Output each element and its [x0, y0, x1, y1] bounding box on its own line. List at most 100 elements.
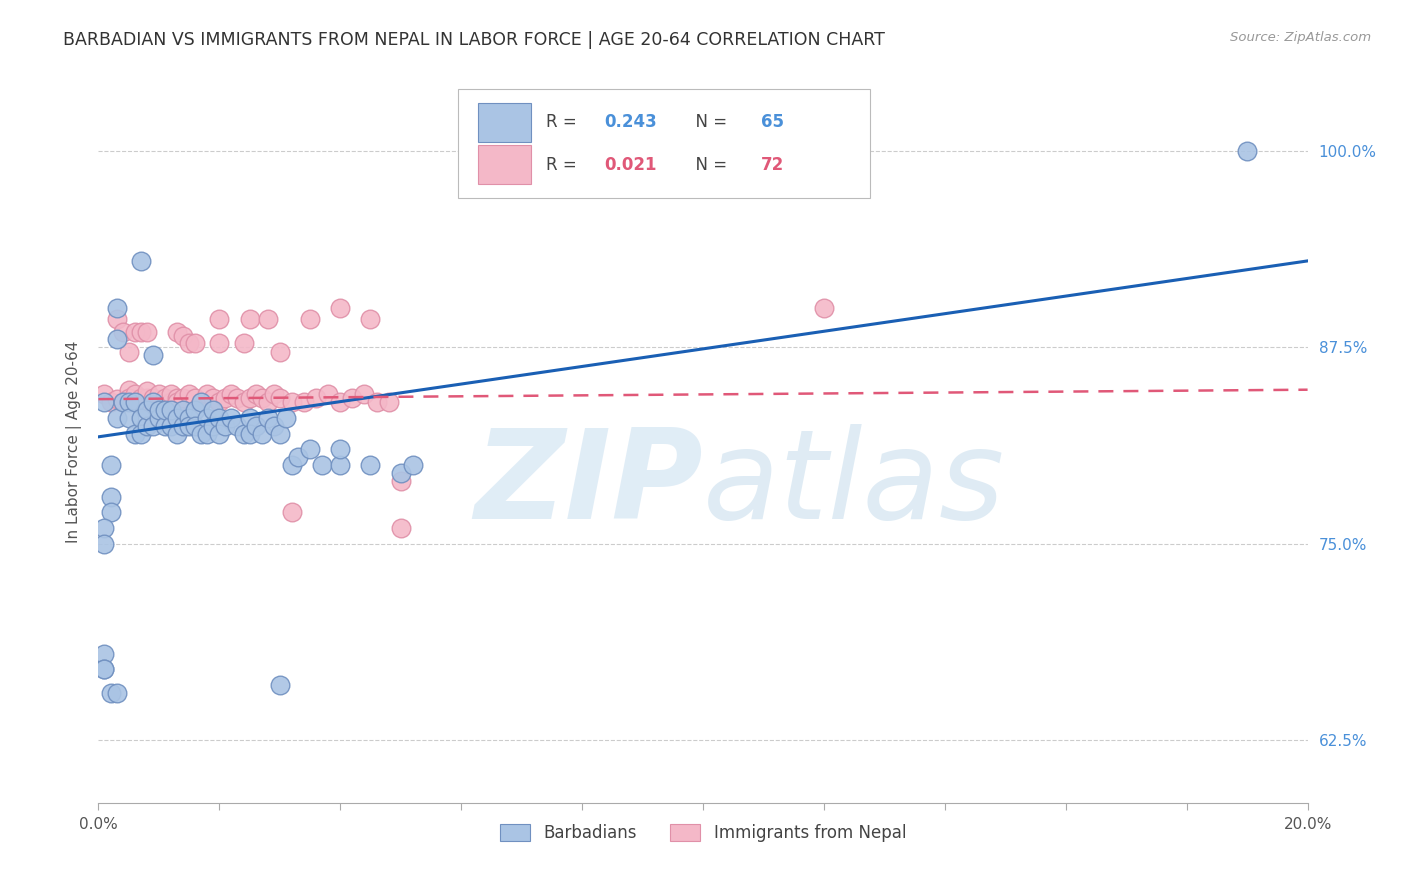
- Point: [269, 345, 291, 359]
- Point: [184, 335, 207, 350]
- Point: [93, 395, 115, 409]
- Point: [184, 418, 207, 433]
- Text: R =: R =: [546, 113, 582, 131]
- Point: [111, 395, 134, 409]
- Point: [148, 403, 170, 417]
- Point: [142, 418, 165, 433]
- Point: [239, 426, 262, 441]
- Point: [292, 395, 315, 409]
- Text: Source: ZipAtlas.com: Source: ZipAtlas.com: [1230, 31, 1371, 45]
- Point: [208, 426, 231, 441]
- Point: [214, 391, 236, 405]
- Point: [129, 426, 152, 441]
- Point: [124, 395, 146, 409]
- Point: [100, 395, 122, 409]
- Point: [124, 325, 146, 339]
- Point: [160, 418, 183, 433]
- Point: [329, 301, 352, 315]
- Text: 0.243: 0.243: [603, 113, 657, 131]
- Point: [166, 411, 188, 425]
- Point: [153, 418, 176, 433]
- Point: [263, 418, 285, 433]
- Point: [172, 418, 194, 433]
- Point: [245, 387, 267, 401]
- Point: [202, 418, 225, 433]
- Point: [179, 335, 201, 350]
- Point: [105, 301, 128, 315]
- Point: [100, 505, 122, 519]
- Point: [195, 411, 218, 425]
- Point: [813, 301, 835, 315]
- Point: [135, 384, 157, 399]
- Point: [195, 387, 218, 401]
- Point: [135, 418, 157, 433]
- Point: [129, 391, 152, 405]
- Point: [142, 395, 165, 409]
- Text: N =: N =: [685, 156, 733, 174]
- Point: [208, 335, 231, 350]
- Point: [329, 458, 352, 472]
- FancyBboxPatch shape: [478, 145, 531, 185]
- FancyBboxPatch shape: [478, 103, 531, 142]
- Point: [226, 418, 249, 433]
- Point: [105, 333, 128, 347]
- Point: [135, 403, 157, 417]
- Point: [239, 312, 262, 326]
- Point: [269, 391, 291, 405]
- Point: [281, 458, 304, 472]
- Point: [105, 392, 128, 406]
- Point: [172, 391, 194, 405]
- Point: [287, 450, 309, 465]
- Point: [100, 458, 122, 472]
- Point: [232, 426, 254, 441]
- Legend: Barbadians, Immigrants from Nepal: Barbadians, Immigrants from Nepal: [494, 817, 912, 848]
- Point: [221, 387, 243, 401]
- Point: [100, 490, 122, 504]
- Point: [135, 391, 157, 405]
- Text: ZIP: ZIP: [474, 425, 703, 545]
- Point: [256, 411, 278, 425]
- Point: [250, 426, 273, 441]
- Point: [202, 403, 225, 417]
- Point: [184, 403, 207, 417]
- Point: [179, 387, 201, 401]
- Point: [202, 391, 225, 405]
- Point: [142, 348, 165, 362]
- Point: [166, 391, 188, 405]
- Point: [360, 312, 382, 326]
- Text: 72: 72: [761, 156, 785, 174]
- Point: [118, 391, 141, 405]
- Point: [118, 383, 141, 397]
- Text: BARBADIAN VS IMMIGRANTS FROM NEPAL IN LABOR FORCE | AGE 20-64 CORRELATION CHART: BARBADIAN VS IMMIGRANTS FROM NEPAL IN LA…: [63, 31, 886, 49]
- Point: [148, 387, 170, 401]
- Point: [342, 391, 364, 405]
- Point: [184, 391, 207, 405]
- Y-axis label: In Labor Force | Age 20-64: In Labor Force | Age 20-64: [66, 341, 83, 542]
- Point: [93, 662, 115, 676]
- Point: [366, 395, 388, 409]
- Point: [124, 395, 146, 409]
- Point: [214, 418, 236, 433]
- Point: [208, 312, 231, 326]
- Point: [221, 411, 243, 425]
- Point: [311, 458, 333, 472]
- Point: [269, 678, 291, 692]
- Point: [389, 474, 412, 488]
- Point: [226, 391, 249, 405]
- Point: [1236, 144, 1258, 158]
- Point: [153, 403, 176, 417]
- Point: [329, 442, 352, 457]
- Point: [93, 521, 115, 535]
- Point: [353, 387, 375, 401]
- Point: [142, 395, 165, 409]
- Point: [124, 426, 146, 441]
- Point: [160, 395, 183, 409]
- Point: [232, 395, 254, 409]
- Point: [281, 505, 304, 519]
- Point: [142, 391, 165, 405]
- Point: [239, 411, 262, 425]
- Point: [124, 387, 146, 401]
- Point: [93, 536, 115, 550]
- Point: [179, 411, 201, 425]
- Point: [195, 426, 218, 441]
